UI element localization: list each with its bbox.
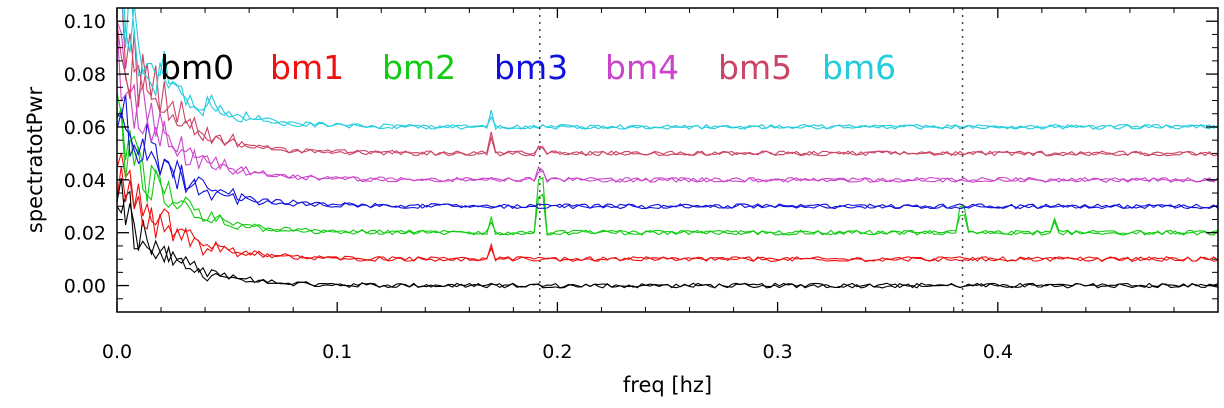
y-tick-label: 0.00: [64, 276, 106, 298]
legend: bm0 bm1 bm2 bm3 bm4 bm5 bm6: [160, 48, 896, 87]
legend-entry-bm4: bm4: [605, 48, 679, 87]
x-tick-label: 0.3: [762, 341, 792, 363]
x-tick-label: 0.4: [983, 341, 1013, 363]
series-line-bm3: [117, 94, 1218, 210]
plot-frame: [116, 7, 1219, 313]
series-line-bm0: [117, 190, 1218, 289]
legend-entry-bm3: bm3: [494, 48, 568, 87]
legend-entry-bm0: bm0: [160, 48, 234, 87]
x-tick-label: 0.0: [102, 341, 132, 363]
series-line-bm4: [117, 21, 1218, 183]
y-axis-label: spectratotPwr: [23, 87, 47, 234]
vertical-markers: [539, 8, 964, 312]
legend-entry-bm2: bm2: [382, 48, 456, 87]
x-tick-label: 0.2: [542, 341, 572, 363]
y-tick-label: 0.02: [64, 223, 106, 245]
series-line-bm2: [117, 108, 1218, 236]
series-line-bm0: [117, 178, 1218, 289]
y-tick-label: 0.04: [64, 170, 106, 192]
series-line-bm4: [117, 24, 1218, 183]
y-tick-label: 0.08: [64, 64, 106, 86]
legend-entry-bm5: bm5: [718, 48, 792, 87]
y-tick-label: 0.10: [64, 11, 106, 33]
legend-entry-bm6: bm6: [822, 48, 896, 87]
series-line-bm6: [123, 8, 1218, 130]
series-line-bm5: [117, 23, 1218, 157]
plot-lines: [117, 8, 1218, 289]
series-line-bm6: [122, 8, 1218, 131]
y-tick-label: 0.06: [64, 117, 106, 139]
axis-ticks: 0.0 0.1 0.2 0.3 0.4 0.00 0.02 0.04 0.06 0.08 0.10: [64, 8, 1218, 363]
x-tick-label: 0.1: [322, 341, 352, 363]
series-line-bm1: [117, 166, 1218, 263]
legend-entry-bm1: bm1: [270, 48, 344, 87]
x-axis-label: freq [hz]: [623, 373, 712, 397]
series-line-bm2: [117, 92, 1218, 236]
